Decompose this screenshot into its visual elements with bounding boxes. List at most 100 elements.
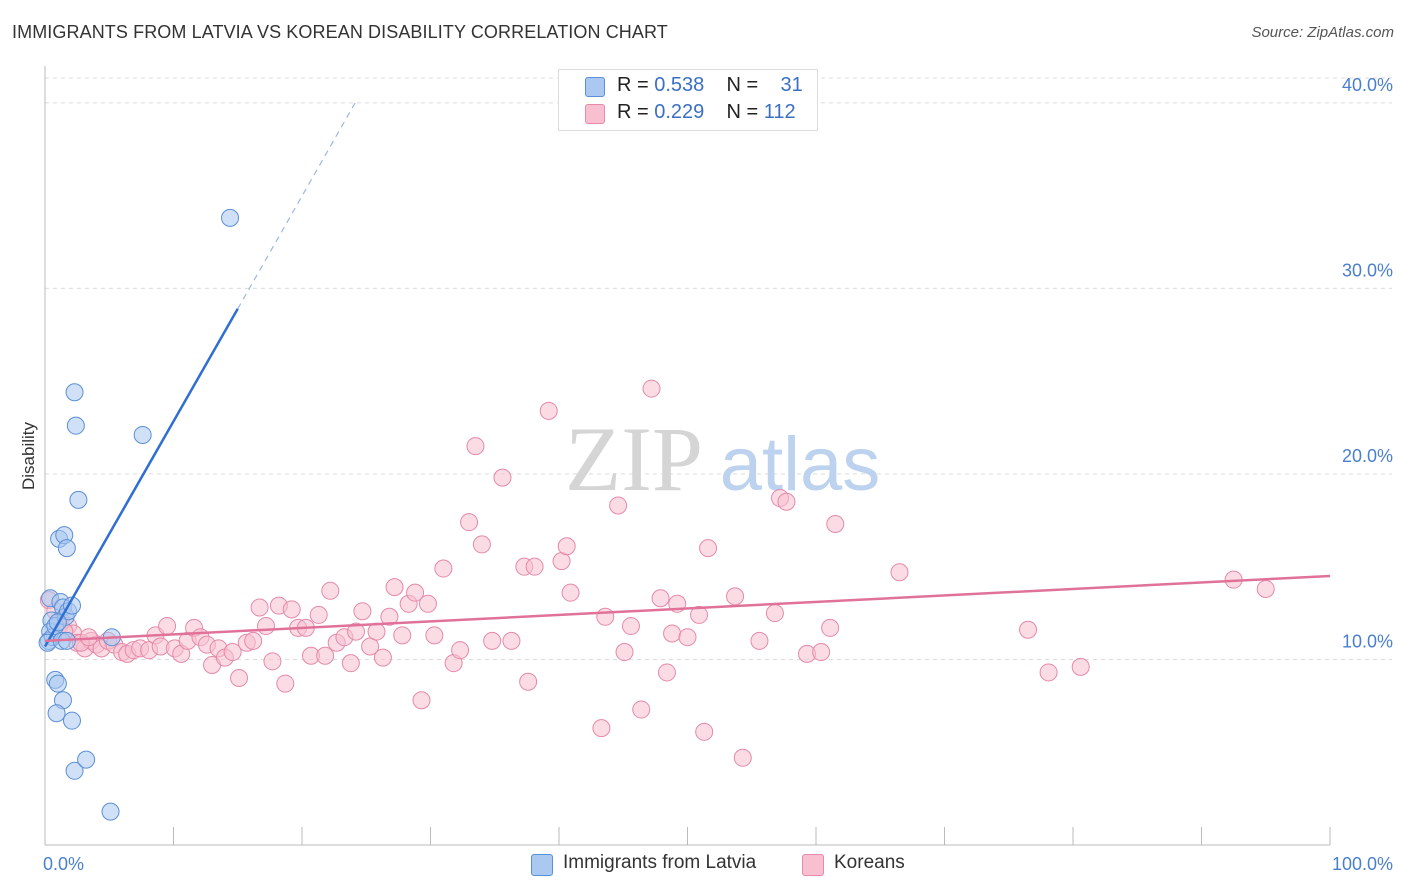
point-korean bbox=[765, 604, 784, 623]
point-korean bbox=[1256, 579, 1275, 598]
point-korean bbox=[346, 622, 365, 641]
watermark: ZIP atlas bbox=[565, 408, 880, 510]
point-korean bbox=[361, 637, 380, 656]
point-korean bbox=[1039, 663, 1058, 682]
point-korean bbox=[230, 669, 249, 688]
point-korean bbox=[539, 401, 558, 420]
point-korean bbox=[690, 605, 709, 624]
x-tick-label-max: 100.0% bbox=[1332, 854, 1393, 874]
point-latvia bbox=[62, 711, 81, 730]
point-korean bbox=[257, 617, 276, 636]
y-tick-label: 40.0% bbox=[1342, 75, 1393, 95]
point-korean bbox=[451, 641, 470, 660]
point-korean bbox=[557, 537, 576, 556]
point-korean bbox=[525, 557, 544, 576]
point-latvia bbox=[48, 674, 67, 693]
point-korean bbox=[890, 563, 909, 582]
point-korean bbox=[282, 600, 301, 619]
point-korean bbox=[821, 618, 840, 637]
legend-r-label: R = bbox=[617, 101, 649, 123]
legend-swatch-koreans bbox=[585, 104, 605, 124]
point-korean bbox=[223, 643, 242, 662]
source-credit: Source: ZipAtlas.com bbox=[1251, 24, 1394, 41]
point-latvia bbox=[133, 425, 152, 444]
legend-r-value: 0.229 bbox=[654, 101, 705, 123]
y-axis-title: Disability bbox=[19, 421, 38, 490]
point-korean bbox=[250, 598, 269, 617]
point-latvia bbox=[101, 802, 120, 821]
point-latvia bbox=[57, 539, 76, 558]
point-korean bbox=[651, 589, 670, 608]
point-korean bbox=[642, 379, 661, 398]
trend-line-koreans bbox=[44, 574, 1331, 643]
point-latvia bbox=[77, 750, 96, 769]
point-korean bbox=[733, 748, 752, 767]
trend-line-latvia bbox=[43, 308, 239, 648]
point-korean bbox=[519, 672, 538, 691]
point-korean bbox=[244, 631, 263, 650]
point-korean bbox=[466, 437, 485, 456]
point-korean bbox=[425, 626, 444, 645]
point-korean bbox=[483, 631, 502, 650]
point-korean bbox=[493, 468, 512, 487]
y-tick-label: 10.0% bbox=[1342, 631, 1393, 651]
legend-n-label: N = bbox=[726, 101, 759, 123]
point-korean bbox=[472, 535, 491, 554]
point-korean bbox=[632, 700, 651, 719]
point-korean bbox=[812, 643, 831, 662]
point-korean bbox=[353, 602, 372, 621]
point-korean bbox=[309, 605, 328, 624]
point-korean bbox=[158, 617, 177, 636]
bottom-legend-swatch-latvia bbox=[531, 854, 553, 876]
point-korean bbox=[826, 515, 845, 534]
point-korean bbox=[276, 674, 295, 693]
point-korean bbox=[592, 719, 611, 738]
point-latvia bbox=[47, 704, 66, 723]
point-korean bbox=[502, 631, 521, 650]
axis-labels: 10.0% 20.0% 30.0% 40.0% 0.0% 100.0% Disability bbox=[19, 75, 1393, 874]
point-korean bbox=[1071, 657, 1090, 676]
point-korean bbox=[596, 607, 615, 626]
point-korean bbox=[263, 652, 282, 671]
trend-line-latvia-extension bbox=[237, 98, 358, 310]
bottom-legend-label-latvia: Immigrants from Latvia bbox=[563, 852, 757, 873]
point-korean bbox=[609, 496, 628, 515]
point-latvia bbox=[65, 761, 84, 780]
point-korean bbox=[373, 648, 392, 667]
point-latvia bbox=[66, 416, 85, 435]
point-korean bbox=[615, 643, 634, 662]
legend-r-label: R = bbox=[617, 74, 649, 96]
point-korean bbox=[321, 581, 340, 600]
point-korean bbox=[385, 578, 404, 597]
trend-lines bbox=[43, 98, 1331, 648]
point-korean bbox=[621, 617, 640, 636]
point-korean bbox=[412, 691, 431, 710]
point-korean bbox=[678, 628, 697, 647]
point-korean bbox=[699, 539, 718, 558]
point-korean bbox=[418, 594, 437, 613]
point-korean bbox=[316, 646, 335, 665]
legend-n-value: 31 bbox=[780, 74, 803, 96]
point-korean bbox=[460, 513, 479, 532]
point-latvia bbox=[221, 208, 240, 227]
point-korean bbox=[380, 607, 399, 626]
correlation-legend: R = 0.538 N = 31 R = 0.229 N = 112 bbox=[558, 69, 818, 131]
data-points bbox=[38, 208, 1275, 821]
point-korean bbox=[726, 587, 745, 606]
point-korean bbox=[434, 559, 453, 578]
x-tick-label-min: 0.0% bbox=[43, 854, 84, 874]
y-tick-label: 20.0% bbox=[1342, 446, 1393, 466]
watermark-atlas: atlas bbox=[720, 422, 881, 507]
point-korean bbox=[695, 722, 714, 741]
y-tick-label: 30.0% bbox=[1342, 260, 1393, 280]
point-korean bbox=[1019, 620, 1038, 639]
point-korean bbox=[341, 654, 360, 673]
bottom-legend-label-koreans: Koreans bbox=[834, 852, 905, 873]
point-korean bbox=[657, 663, 676, 682]
chart-title: IMMIGRANTS FROM LATVIA VS KOREAN DISABIL… bbox=[12, 22, 668, 42]
point-korean bbox=[406, 583, 425, 602]
point-korean bbox=[750, 631, 769, 650]
watermark-zip: ZIP bbox=[565, 408, 703, 510]
legend-n-value: 112 bbox=[763, 101, 796, 123]
